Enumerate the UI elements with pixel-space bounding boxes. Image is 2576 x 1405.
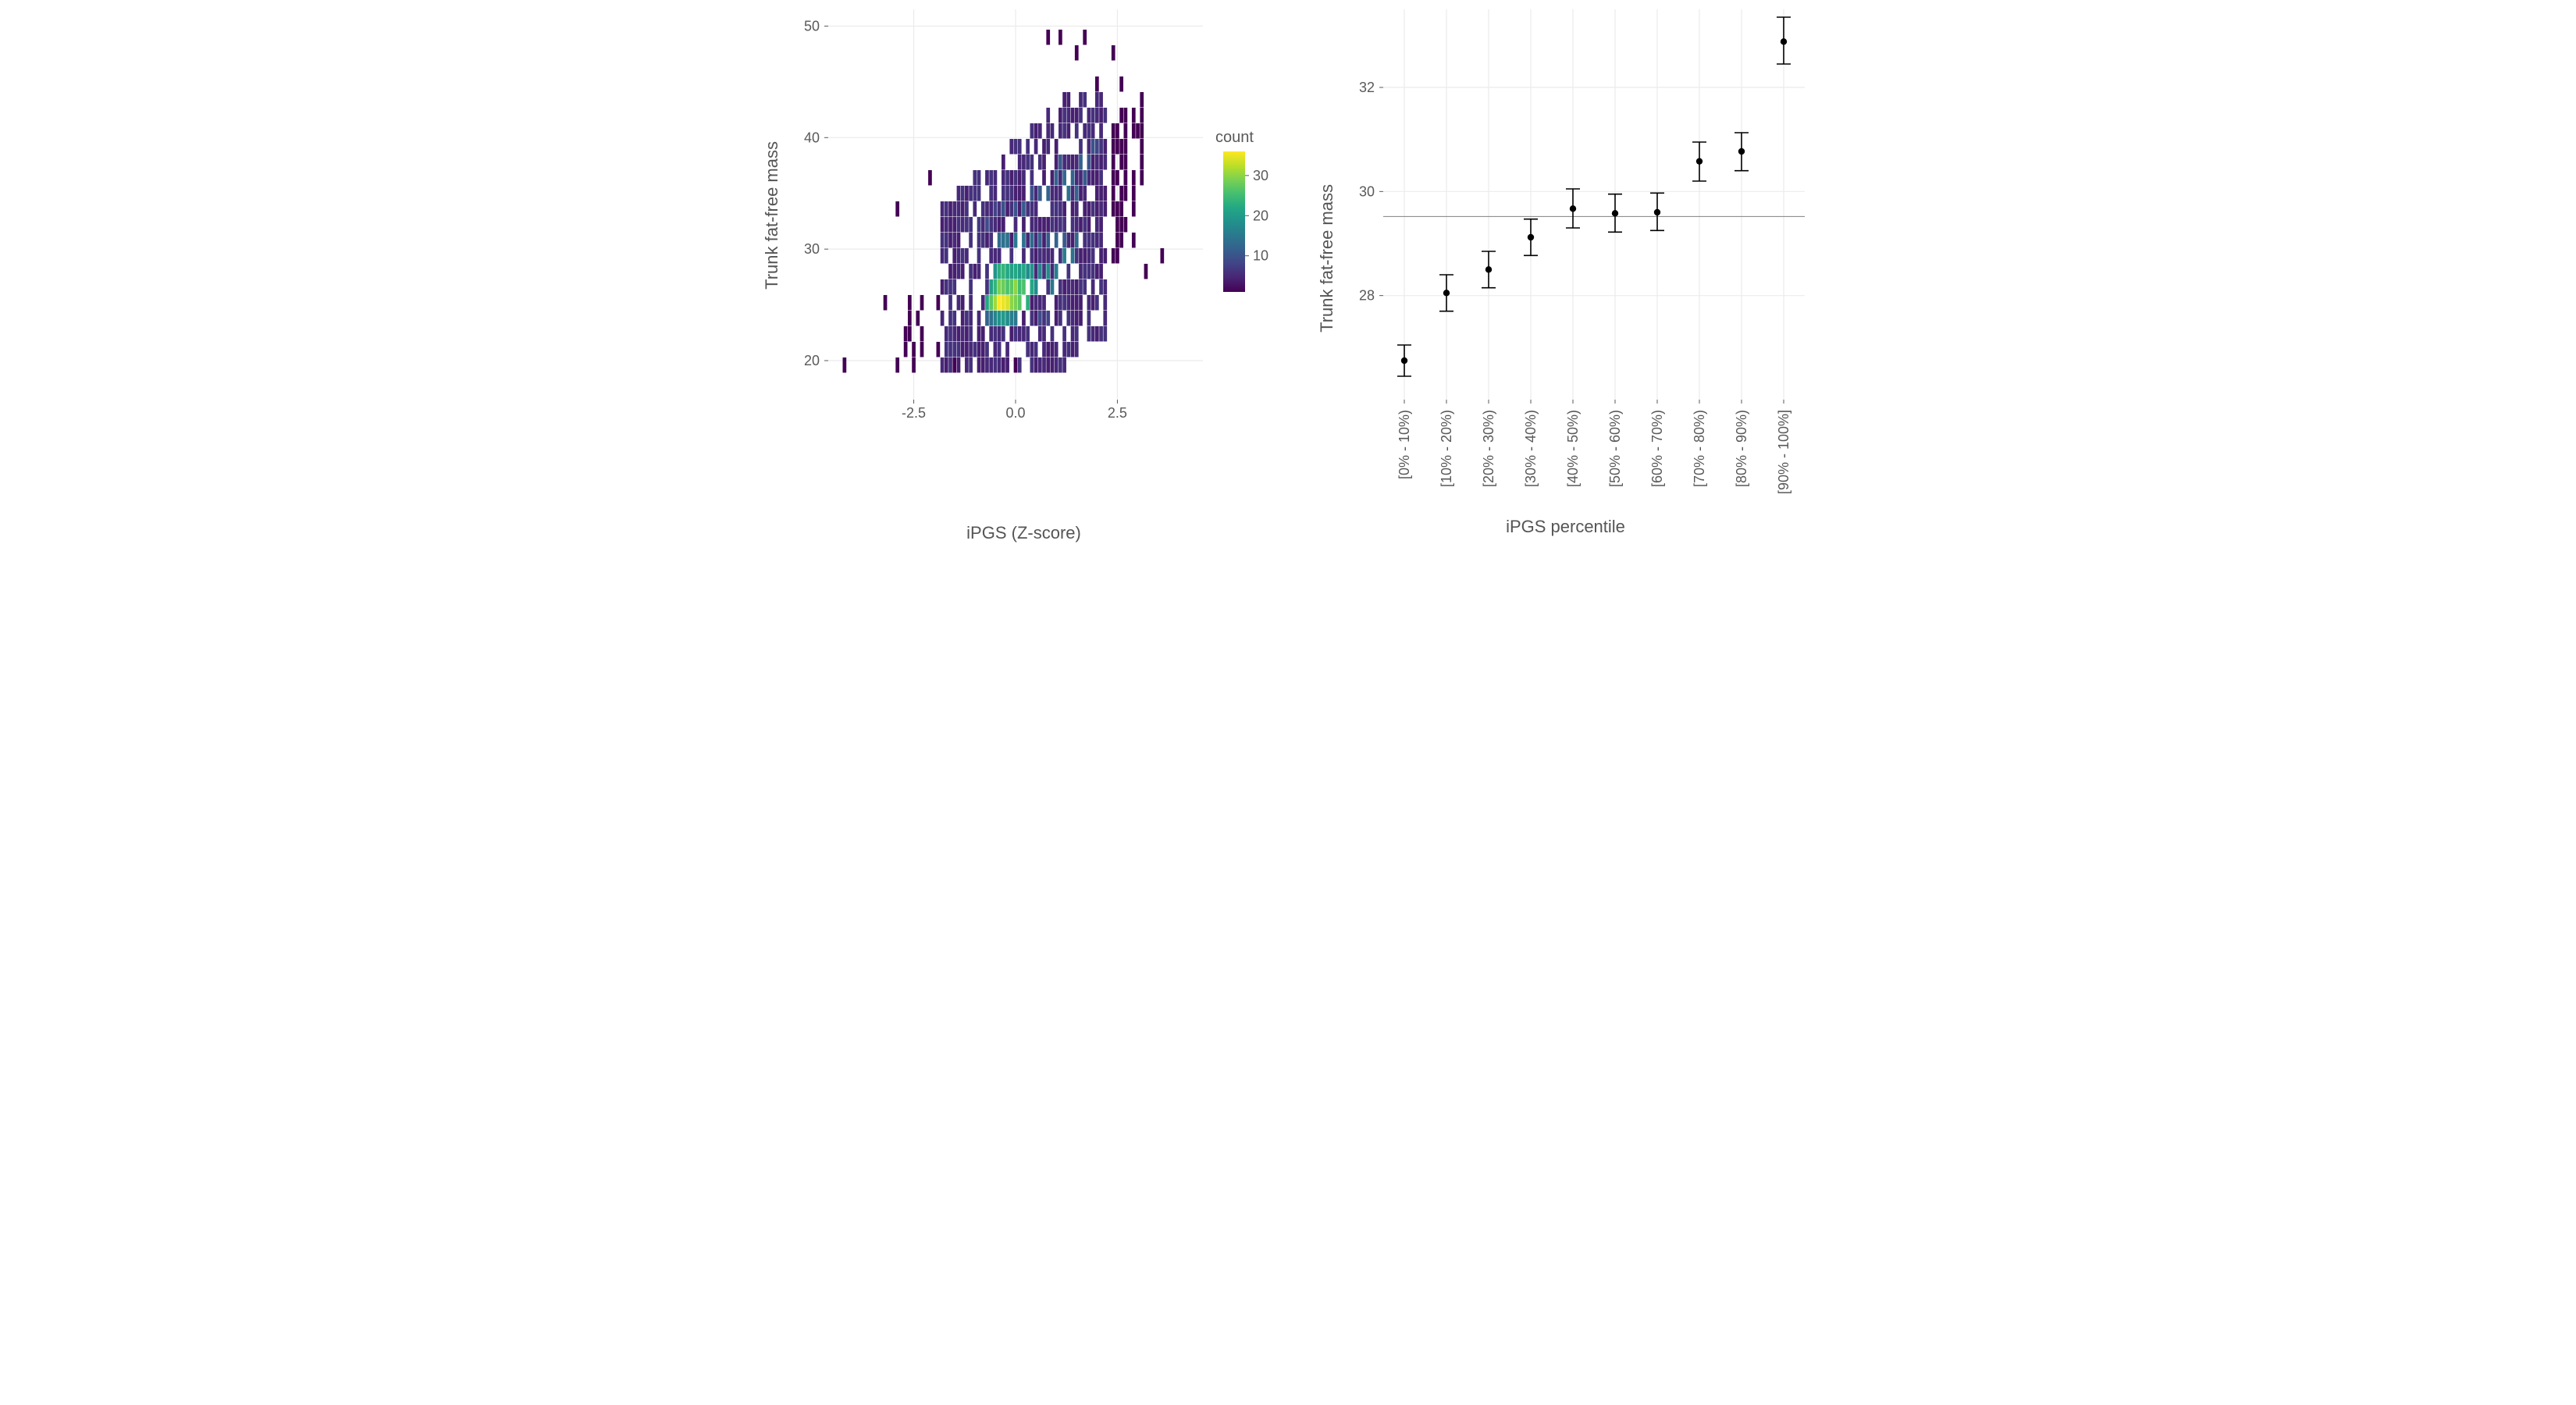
- panel-left-chart-row: Trunk fat-free mass -2.5 0.0 2.5 20 30 40 50 c…: [762, 0, 1286, 431]
- svg-text:2.5: 2.5: [1108, 405, 1127, 421]
- svg-text:40: 40: [804, 130, 820, 145]
- svg-text:[60% - 70%): [60% - 70%): [1649, 410, 1665, 487]
- svg-text:[70% - 80%): [70% - 80%): [1692, 410, 1707, 487]
- svg-text:count: count: [1215, 129, 1254, 146]
- svg-text:30: 30: [804, 241, 820, 257]
- svg-text:0.0: 0.0: [1005, 405, 1025, 421]
- svg-text:30: 30: [1359, 183, 1375, 199]
- panel-right-pointrange: Trunk fat-free mass 28 30 32 [0% - 10%) [10%…: [1317, 0, 1814, 537]
- svg-text:28: 28: [1359, 288, 1375, 304]
- svg-text:32: 32: [1359, 80, 1375, 95]
- svg-text:[50% - 60%): [50% - 60%): [1607, 410, 1623, 487]
- svg-text:20: 20: [804, 353, 820, 368]
- svg-text:10: 10: [1253, 247, 1268, 263]
- svg-text:50: 50: [804, 18, 820, 34]
- figure-two-panel: Trunk fat-free mass -2.5 0.0 2.5 20 30 40 50 c…: [687, 0, 1889, 543]
- svg-text:[0% - 10%): [0% - 10%): [1397, 410, 1412, 479]
- right-ylabel: Trunk fat-free mass: [1317, 184, 1337, 333]
- svg-text:[80% - 90%): [80% - 90%): [1734, 410, 1749, 487]
- svg-text:[30% - 40%): [30% - 40%): [1523, 410, 1539, 487]
- pointrange-plot: 28 30 32 [0% - 10%) [10% - 20%) [20% - 30%) [3…: [1340, 0, 1814, 517]
- colorbar-legend: count 10 20 30: [1209, 128, 1286, 304]
- right-xlabel: iPGS percentile: [1506, 517, 1625, 537]
- svg-text:[20% - 30%): [20% - 30%): [1481, 410, 1496, 487]
- left-xlabel: iPGS (Z-score): [966, 523, 1081, 543]
- left-ylabel: Trunk fat-free mass: [762, 141, 782, 290]
- panel-right-chart-row: Trunk fat-free mass 28 30 32 [0% - 10%) [10%…: [1317, 0, 1814, 517]
- svg-text:20: 20: [1253, 208, 1268, 223]
- svg-text:[10% - 20%): [10% - 20%): [1439, 410, 1454, 487]
- svg-text:[90% - 100%]: [90% - 100%]: [1776, 410, 1791, 494]
- svg-text:30: 30: [1253, 167, 1268, 183]
- hexbin-plot: -2.5 0.0 2.5 20 30 40 50: [785, 0, 1209, 431]
- svg-text:-2.5: -2.5: [902, 405, 926, 421]
- panel-left-hexbin: Trunk fat-free mass -2.5 0.0 2.5 20 30 40 50 c…: [762, 0, 1286, 543]
- svg-text:[40% - 50%): [40% - 50%): [1565, 410, 1581, 487]
